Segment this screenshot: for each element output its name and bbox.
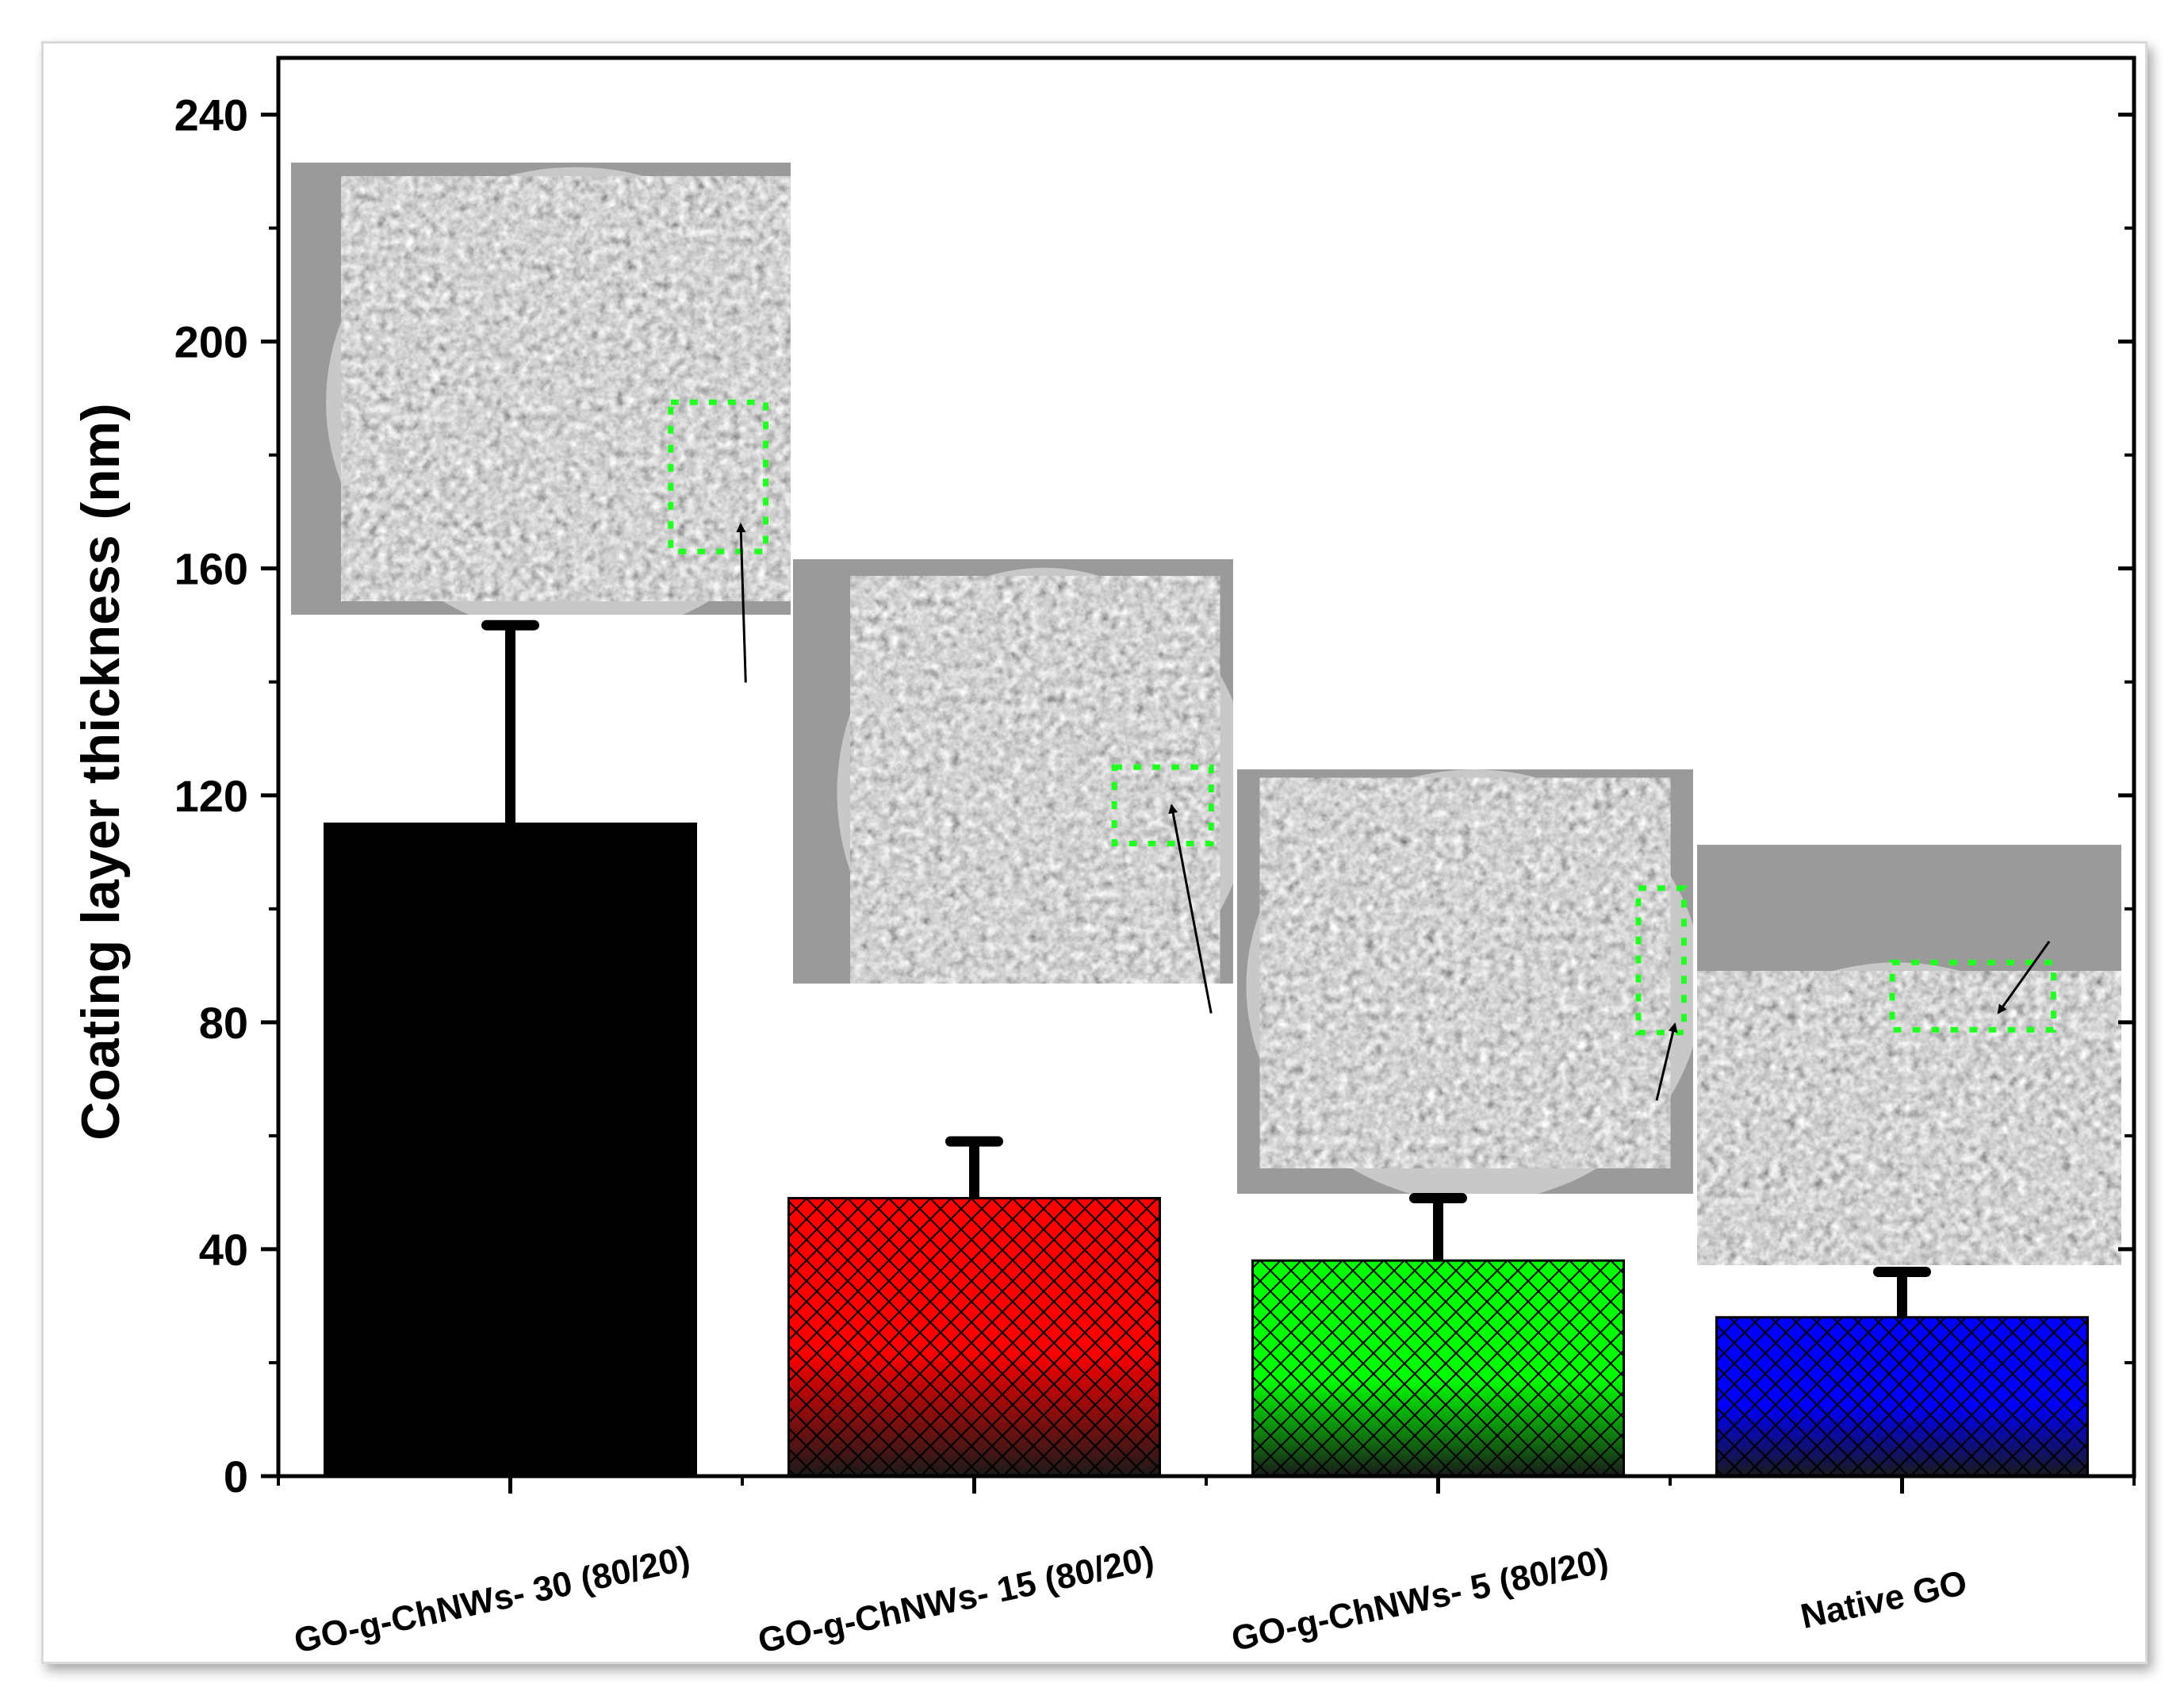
sem-micrograph-icon — [793, 559, 1233, 1014]
arrow-icon — [1997, 941, 2051, 1015]
bar — [324, 823, 697, 1478]
sem-micrograph-icon — [1237, 769, 1693, 1194]
x-axis: GO-g-ChNWs- 30 (80/20) GO-g-ChNWs- 15 (80… — [277, 1476, 2136, 1661]
bar-group — [324, 823, 697, 1478]
highlight-box — [1889, 959, 2056, 1033]
figure-frame: 0 40 80 120 160 200 240 GO-g-ChNWs- 30 (80/20)… — [41, 41, 2148, 1664]
error-bars-layer — [481, 619, 1931, 1318]
sem-micrograph-icon — [1697, 845, 2121, 1265]
bar-hatch — [788, 1198, 1160, 1476]
y-axis: 0 40 80 120 160 200 240 — [174, 90, 2134, 1502]
x-category-label: GO-g-ChNWs- 5 (80/20) — [1228, 1541, 1612, 1659]
highlight-box — [1111, 764, 1214, 846]
arrow-icon — [736, 523, 747, 683]
bar-chart: 0 40 80 120 160 200 240 GO-g-ChNWs- 30 (80/20)… — [71, 56, 2136, 1661]
y-tick-label: 0 — [224, 1452, 248, 1502]
sem-insets-layer — [291, 163, 2121, 1265]
plot-area-frame — [276, 56, 2136, 1479]
y-axis-title: Coating layer thickness (nm) — [71, 403, 131, 1141]
arrow-icon — [1168, 804, 1213, 1014]
y-tick-label: 160 — [174, 544, 248, 594]
arrow-icon — [1655, 1022, 1678, 1101]
x-category-label: Native GO — [1797, 1563, 1970, 1636]
error-bar — [945, 1136, 1003, 1199]
bar-group — [787, 1197, 1161, 1478]
y-tick-label: 40 — [199, 1225, 248, 1275]
highlight-box — [668, 399, 768, 554]
bar-group — [1251, 1259, 1625, 1478]
y-tick-label: 240 — [174, 90, 248, 140]
sem-micrograph-icon — [291, 163, 791, 683]
bar-group — [1715, 1316, 2089, 1478]
x-category-label: GO-g-ChNWs- 15 (80/20) — [755, 1539, 1158, 1661]
error-bar — [1409, 1193, 1467, 1261]
y-tick-label: 200 — [174, 317, 248, 367]
y-tick-label: 80 — [199, 998, 248, 1048]
bar-hatch — [1252, 1260, 1624, 1476]
bar-hatch — [1716, 1317, 2088, 1476]
error-bar — [481, 619, 539, 824]
error-bar — [1873, 1267, 1931, 1318]
x-category-label: GO-g-ChNWs- 30 (80/20) — [291, 1539, 694, 1661]
y-tick-label: 120 — [174, 771, 248, 821]
highlight-box — [1635, 885, 1687, 1036]
